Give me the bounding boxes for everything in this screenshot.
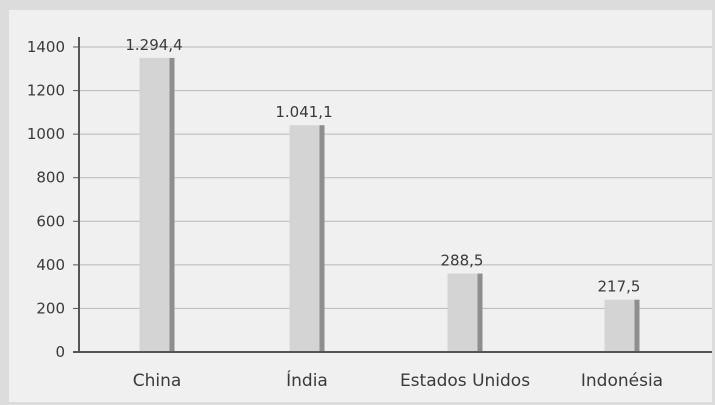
y-tick-label-1400: 1400: [27, 38, 65, 56]
bar-4: [604, 299, 640, 352]
axes: [73, 37, 712, 353]
chart-frame: 0 200 400 600 800 1000 1200 1400 1.294,4 China 1.0…: [9, 10, 712, 402]
category-label-4: Indonésia: [581, 371, 663, 391]
y-tick-label-400: 400: [36, 256, 65, 274]
bars: [139, 57, 640, 353]
bar-2: [289, 125, 325, 352]
y-tick-label-200: 200: [36, 299, 65, 317]
bar-side-3: [477, 273, 483, 352]
bar-face-3: [447, 273, 478, 352]
data-label-2: 1.041,1: [275, 103, 332, 121]
y-tick-label-0: 0: [55, 343, 65, 361]
y-tick-label-800: 800: [36, 169, 65, 187]
gridlines: [79, 46, 712, 309]
bar-3: [447, 273, 483, 352]
bar-face-1: [139, 57, 170, 353]
labels: 0 200 400 600 800 1000 1200 1400 1.294,4 China 1.0…: [27, 36, 663, 391]
bar-1: [139, 57, 175, 353]
bar-chart: 0 200 400 600 800 1000 1200 1400 1.294,4 China 1.0…: [27, 36, 712, 391]
bar-face-2: [289, 125, 320, 352]
data-label-1: 1.294,4: [125, 36, 182, 54]
data-label-3: 288,5: [441, 252, 484, 270]
y-tick-label-1000: 1000: [27, 125, 65, 143]
bar-side-2: [319, 125, 325, 352]
category-label-3: Estados Unidos: [400, 371, 530, 391]
y-tick-label-1200: 1200: [27, 82, 65, 100]
bar-face-4: [604, 299, 635, 352]
category-label-2: Índia: [286, 369, 328, 391]
bar-side-4: [634, 299, 640, 352]
y-tick-label-600: 600: [36, 212, 65, 230]
category-label-1: China: [133, 371, 182, 391]
bar-side-1: [169, 57, 175, 353]
data-label-4: 217,5: [598, 278, 641, 296]
